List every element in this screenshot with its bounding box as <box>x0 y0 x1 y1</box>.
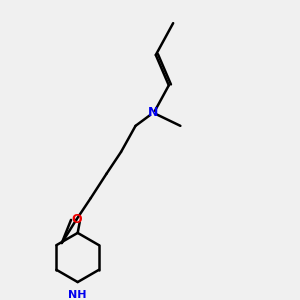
Text: NH: NH <box>68 290 87 300</box>
Text: O: O <box>71 213 82 226</box>
Text: N: N <box>148 106 158 119</box>
